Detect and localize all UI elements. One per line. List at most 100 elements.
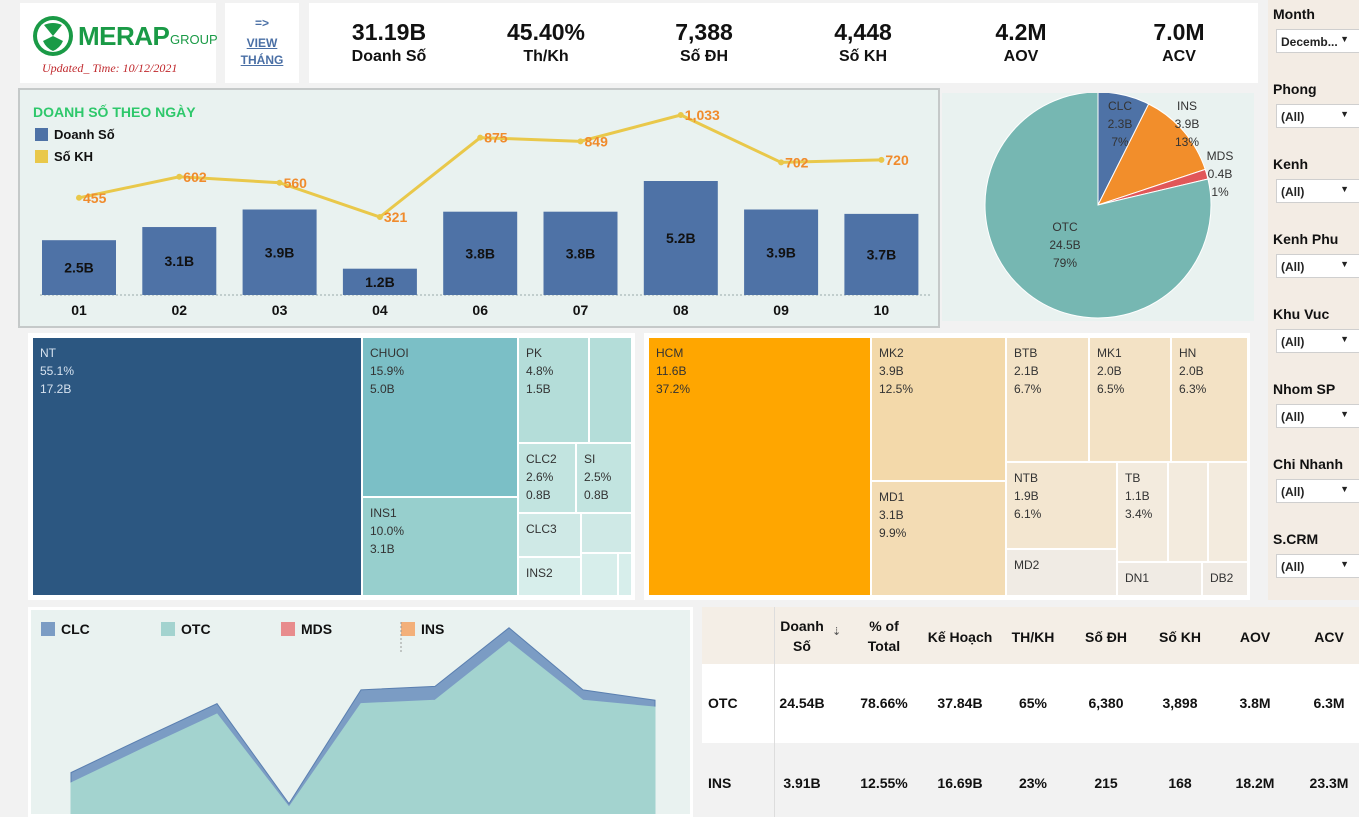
line-point[interactable] — [477, 134, 484, 141]
line-data-label: 702 — [785, 154, 809, 170]
treemap-cell[interactable] — [581, 553, 618, 596]
line-point[interactable] — [878, 156, 885, 163]
pie-label: 3.9B — [1175, 117, 1200, 131]
bar-data-label: 3.7B — [867, 246, 897, 262]
treemap-cell-si[interactable]: SI 2.5% 0.8B — [576, 443, 632, 513]
line-point[interactable] — [176, 173, 183, 180]
bar[interactable] — [242, 209, 317, 296]
treemap-cell-ins2[interactable]: INS2 — [518, 557, 581, 596]
pie-label: MDS — [1207, 149, 1234, 163]
treemap-cell-btb[interactable]: BTB 2.1B 6.7% — [1006, 337, 1089, 462]
legend-mds[interactable]: MDS — [281, 621, 332, 637]
treemap-cell-ntb[interactable]: NTB 1.9B 6.1% — [1006, 462, 1117, 549]
treemap-cell-md2[interactable]: MD2 — [1006, 549, 1117, 596]
table-cell: 16.69B — [937, 775, 983, 791]
table-header-cell[interactable]: Số KH — [1159, 629, 1201, 645]
view-month-button[interactable]: => VIEW THÁNG — [225, 3, 299, 83]
x-tick-label: 03 — [272, 302, 288, 318]
treemap-cell[interactable] — [618, 553, 632, 596]
line-point[interactable] — [677, 112, 684, 118]
line-point[interactable] — [376, 214, 383, 221]
treemap-cell-pk[interactable]: PK 4.8% 1.5B — [518, 337, 589, 443]
treemap-cell-mk1[interactable]: MK1 2.0B 6.5% — [1089, 337, 1171, 462]
bar[interactable] — [342, 268, 417, 295]
filter-dropdown[interactable]: (All) ▼ — [1276, 479, 1359, 503]
treemap-cell-tb[interactable]: TB 1.1B 3.4% — [1117, 462, 1168, 562]
treemap-cell[interactable] — [581, 513, 632, 553]
legend-swatch — [281, 622, 295, 636]
legend-doanh-so[interactable]: Doanh Số — [35, 127, 115, 142]
treemap-region: HCM 11.6B 37.2% MK2 3.9B 12.5% BTB 2.1B 6.7% M… — [644, 333, 1250, 600]
sort-icon[interactable]: ⇣ — [832, 626, 842, 638]
kpi-value: 7.0M — [1153, 19, 1205, 45]
line-point[interactable] — [778, 159, 785, 166]
bar[interactable] — [543, 211, 618, 295]
bar[interactable] — [443, 211, 518, 295]
filter-value: (All) — [1281, 410, 1305, 424]
pie-label: 79% — [1053, 256, 1077, 270]
treemap-cell-md1[interactable]: MD1 3.1B 9.9% — [871, 481, 1006, 596]
treemap-cell-nt[interactable]: NT 55.1% 17.2B — [32, 337, 362, 596]
kpi-label: Doanh Số — [351, 48, 427, 65]
pie-slice[interactable] — [1097, 103, 1206, 206]
x-tick-label: 01 — [71, 302, 87, 318]
treemap-cell-ins1[interactable]: INS1 10.0% 3.1B — [362, 497, 518, 596]
treemap-cell-clc3[interactable]: CLC3 — [518, 513, 581, 557]
table-header-cell[interactable]: % of Total — [867, 618, 901, 654]
table-header-cell[interactable]: TH/KH — [1011, 629, 1055, 645]
legend-ins[interactable]: INS — [401, 621, 444, 637]
filter-dropdown[interactable]: (All) ▼ — [1276, 554, 1359, 578]
table-header-cell[interactable]: AOV — [1239, 629, 1271, 645]
bar[interactable] — [142, 227, 217, 295]
treemap-cell-chuoi[interactable]: CHUOI 15.9% 5.0B — [362, 337, 518, 497]
treemap-cell-hcm[interactable]: HCM 11.6B 37.2% — [648, 337, 871, 596]
table-header-cell[interactable]: Số ĐH — [1085, 629, 1127, 645]
table-cell: 12.55% — [860, 775, 908, 791]
bar[interactable] — [42, 240, 116, 295]
bar-data-label: 3.8B — [465, 245, 495, 261]
updated-time: Updated_ Time: 10/12/2021 — [42, 61, 178, 75]
treemap-cell[interactable] — [589, 337, 632, 443]
bar[interactable] — [844, 213, 919, 295]
treemap-cell-clc2[interactable]: CLC2 2.6% 0.8B — [518, 443, 576, 513]
legend-otc[interactable]: OTC — [161, 621, 211, 637]
bar[interactable] — [744, 209, 819, 296]
treemap-cell-hn[interactable]: HN 2.0B 6.3% — [1171, 337, 1248, 462]
filter-dropdown[interactable]: (All) ▼ — [1276, 179, 1359, 203]
line-point[interactable] — [577, 138, 584, 145]
logo-panel: MERAP GROUP Updated_ Time: 10/12/2021 — [20, 3, 218, 83]
area-series-otc[interactable] — [70, 640, 656, 814]
legend-clc[interactable]: CLC — [41, 621, 90, 637]
legend-label: Số KH — [54, 149, 93, 164]
filter-dropdown[interactable]: (All) ▼ — [1276, 254, 1359, 278]
table-cell: 6,380 — [1088, 695, 1124, 711]
area-chart-svg — [70, 622, 656, 814]
treemap-cell[interactable] — [1208, 462, 1248, 562]
daily-sales-chart: DOANH SỐ THEO NGÀY Doanh Số Số KH 2.5B 01… — [18, 88, 940, 328]
pie-slice[interactable] — [984, 91, 1212, 319]
kpi-label: AOV — [1003, 48, 1039, 65]
filter-label: Month — [1273, 6, 1315, 22]
arrow-right-icon: => — [254, 16, 269, 30]
filter-dropdown[interactable]: (All) ▼ — [1276, 404, 1359, 428]
brand-name: MERAP — [78, 21, 170, 51]
table-cell: 78.66% — [860, 695, 908, 711]
line-point[interactable] — [276, 179, 283, 186]
view-month-label[interactable]: VIEW THÁNG — [225, 35, 299, 69]
line-point[interactable] — [76, 194, 82, 201]
treemap-cell-dn1[interactable]: DN1 — [1117, 562, 1202, 596]
table-header-cell[interactable]: Kế Hoạch — [927, 629, 993, 645]
filter-value: (All) — [1281, 110, 1305, 124]
bar[interactable] — [643, 181, 718, 295]
filter-dropdown[interactable]: (All) ▼ — [1276, 104, 1359, 128]
table-header-cell[interactable]: Doanh Số — [780, 618, 824, 654]
treemap-cell[interactable] — [1168, 462, 1208, 562]
filter-dropdown[interactable]: (All) ▼ — [1276, 329, 1359, 353]
pie-label: 13% — [1175, 135, 1199, 149]
treemap-cell-mk2[interactable]: MK2 3.9B 12.5% — [871, 337, 1006, 481]
table-header-cell[interactable]: ACV — [1314, 629, 1344, 645]
filter-dropdown[interactable]: Decemb... ▼ — [1276, 29, 1359, 53]
pie-label: 7% — [1111, 135, 1129, 149]
legend-so-kh[interactable]: Số KH — [35, 149, 93, 164]
treemap-cell-db2[interactable]: DB2 — [1202, 562, 1248, 596]
